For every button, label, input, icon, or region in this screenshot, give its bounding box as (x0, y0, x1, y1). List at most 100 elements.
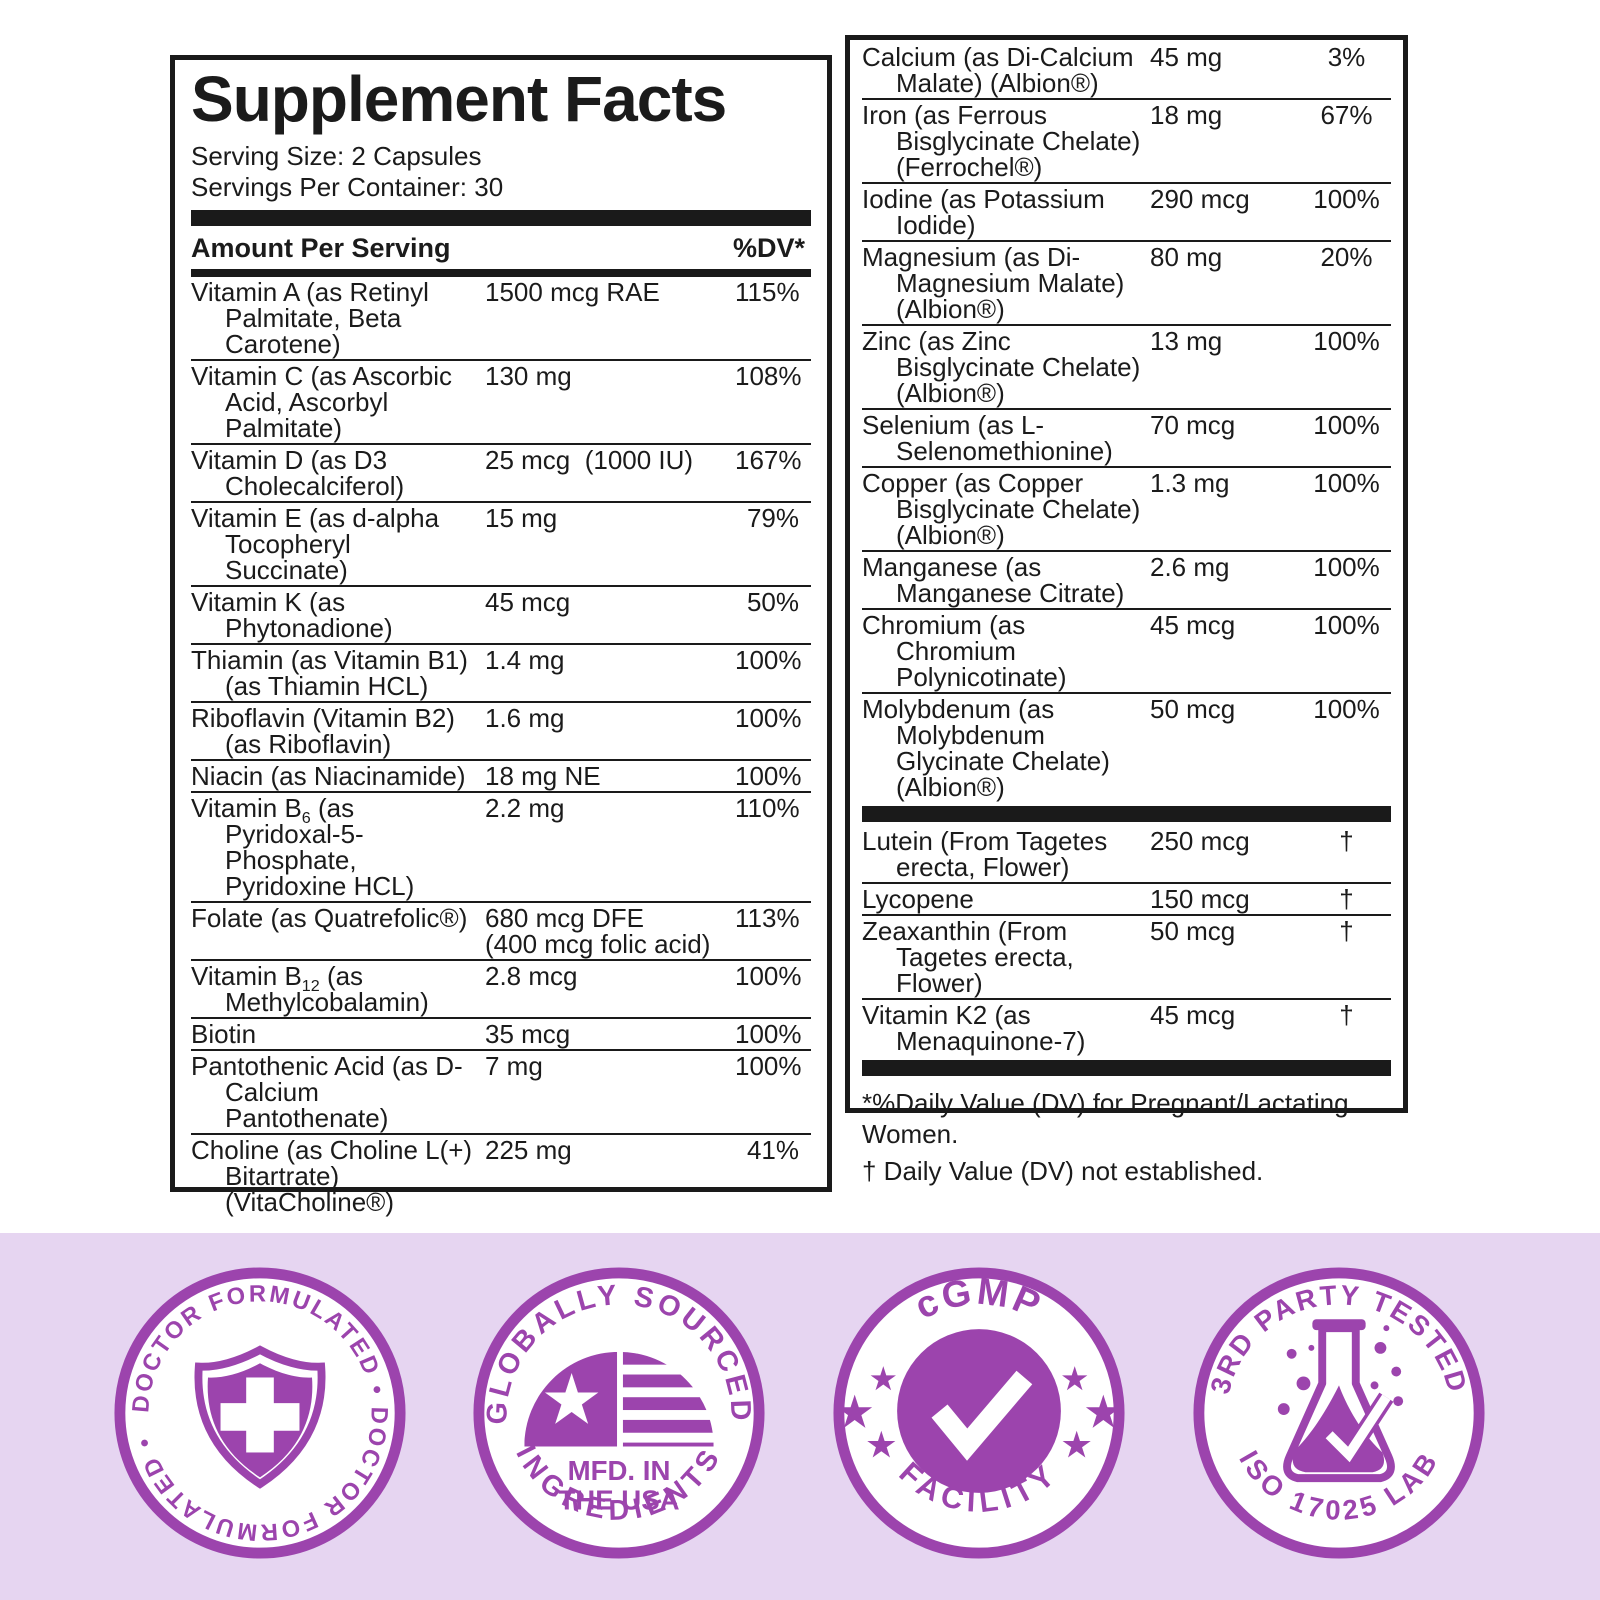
nutrient-dv: 110% (735, 793, 800, 824)
nutrient-row: Folate (as Quatrefolic®) 680 mcg DFE (400 … (191, 901, 811, 959)
nutrient-dv: 100% (1313, 468, 1380, 498)
nutrient-row: Lycopene 150 mcg † (862, 882, 1391, 914)
nutrient-name: Folate (as Quatrefolic®) (191, 903, 468, 934)
nutrient-name: Lutein (From Tagetes erecta, Flower) (862, 826, 1108, 882)
nutrient-dv: † (1339, 884, 1354, 914)
nutrient-name: Lycopene (862, 884, 974, 914)
nutrient-name: Vitamin B6 (as Pyridoxal-5- Phosphate, Pyri… (191, 793, 415, 902)
nutrient-name: Pantothenic Acid (as D- Calcium Pantothena… (191, 1051, 463, 1134)
badge-third-party-tested: 3RD PARTY TESTED ISO 17025 LAB (1193, 1267, 1485, 1559)
nutrient-row: Copper (as Copper Bisglycinate Chelate) (A… (862, 466, 1391, 550)
footnote-dagger: † Daily Value (DV) not established. (862, 1156, 1264, 1186)
nutrient-name: Thiamin (as Vitamin B1) (as Thiamin HCL) (191, 645, 468, 702)
nutrient-amount: 250 mcg (1150, 826, 1250, 856)
nutrient-name: Niacin (as Niacinamide) (191, 761, 466, 792)
nutrient-row: Vitamin K (as Phytonadione) 45 mcg 50% (191, 585, 811, 643)
nutrient-dv: 100% (735, 961, 802, 992)
nutrient-name: Selenium (as L- Selenomethionine) (862, 410, 1113, 466)
nutrient-row: Vitamin E (as d-alpha Tocopheryl Succinate… (191, 501, 811, 585)
nutrient-amount: 1.4 mg (485, 645, 565, 676)
nutrient-dv: 100% (1313, 410, 1380, 440)
nutrient-amount: 680 mcg DFE (400 mcg folic acid) (485, 903, 711, 960)
nutrient-name: Magnesium (as Di- Magnesium Malate) (Albio… (862, 242, 1125, 324)
badge-doctor-formulated: DOCTOR FORMULATED • DOCTOR FORMULATED • (114, 1267, 406, 1559)
nutrient-row: Vitamin C (as Ascorbic Acid, Ascorbyl Palm… (191, 359, 811, 443)
nutrient-dv: 100% (1313, 610, 1380, 640)
badge-band: DOCTOR FORMULATED • DOCTOR FORMULATED • … (0, 1233, 1600, 1600)
nutrient-row: Riboflavin (Vitamin B2) (as Riboflavin) 1.… (191, 701, 811, 759)
nutrient-amount: 18 mg (1150, 100, 1223, 130)
badge-globally-sourced: GLOBALLY SOURCED INGREDIENTS MFD. IN THE… (473, 1267, 765, 1559)
nutrient-row: Vitamin A (as Retinyl Palmitate, Beta Caro… (191, 277, 811, 359)
nutrient-amount: 45 mcg (1150, 610, 1236, 640)
nutrient-name: Vitamin B12 (as Methylcobalamin) (191, 961, 429, 1018)
nutrient-name: Chromium (as Chromium Polynicotinate) (862, 610, 1067, 692)
nutrient-name: Molybdenum (as Molybdenum Glycinate Chelat… (862, 694, 1110, 802)
shield-cross-icon (194, 1345, 326, 1489)
nutrient-amount: 2.6 mg (1150, 552, 1230, 582)
nutrient-dv: 100% (735, 645, 802, 676)
divider-bar-thick (862, 806, 1391, 822)
nutrient-name: Iodine (as Potassium Iodide) (862, 184, 1105, 240)
nutrient-amount: 45 mcg (485, 587, 571, 618)
nutrient-name: Iron (as Ferrous Bisglycinate Chelate) (Fe… (862, 100, 1141, 182)
nutrient-row: Vitamin B6 (as Pyridoxal-5- Phosphate, Pyri… (191, 791, 811, 901)
nutrient-amount: 45 mcg (1150, 1000, 1236, 1030)
nutrient-dv: 100% (1313, 184, 1380, 214)
nutrient-amount: 1.3 mg (1150, 468, 1230, 498)
nutrient-dv: 167% (735, 445, 802, 476)
nutrient-name: Vitamin C (as Ascorbic Acid, Ascorbyl Palm… (191, 361, 453, 444)
amount-per-serving-label: Amount Per Serving (191, 233, 451, 264)
dv-label: %DV* (732, 233, 805, 264)
nutrient-row: Niacin (as Niacinamide) 18 mg NE 100% (191, 759, 811, 791)
panel-title: Supplement Facts (191, 63, 727, 135)
nutrient-row: Choline (as Choline L(+) Bitartrate) (Vita… (191, 1133, 811, 1217)
nutrient-name: Zeaxanthin (From Tagetes erecta, Flower) (862, 916, 1074, 998)
vitamins-table: Vitamin A (as Retinyl Palmitate, Beta Caro… (191, 277, 811, 1217)
nutrient-name: Zinc (as Zinc Bisglycinate Chelate) (Albio… (862, 326, 1141, 408)
nutrient-amount: 50 mcg (1150, 694, 1236, 724)
nutrient-dv: 100% (735, 1051, 802, 1082)
nutrient-dv: 100% (1313, 326, 1380, 356)
nutrient-dv: † (1339, 1000, 1354, 1030)
nutrient-row: Iron (as Ferrous Bisglycinate Chelate) (Fe… (862, 98, 1391, 182)
the-usa-text: THE USA (558, 1485, 679, 1516)
check-circle-icon (897, 1329, 1061, 1493)
nutrient-amount: 50 mcg (1150, 916, 1236, 946)
nutrient-dv: 100% (735, 703, 802, 734)
serving-size: Serving Size: 2 Capsules (191, 141, 482, 172)
other-ingredients-table: Lutein (From Tagetes erecta, Flower) 250 m… (862, 826, 1391, 1056)
nutrient-dv: 3% (1327, 42, 1366, 72)
nutrient-name: Riboflavin (Vitamin B2) (as Riboflavin) (191, 703, 455, 760)
nutrient-amount: 290 mcg (1150, 184, 1250, 214)
divider-bar-medium (191, 269, 811, 278)
nutrient-name: Vitamin A (as Retinyl Palmitate, Beta Caro… (191, 277, 429, 360)
nutrient-name: Choline (as Choline L(+) Bitartrate) (Vita… (191, 1135, 473, 1218)
nutrient-row: Lutein (From Tagetes erecta, Flower) 250 m… (862, 826, 1391, 882)
nutrient-row: Biotin 35 mcg 100% (191, 1017, 811, 1049)
divider-bar-thick (862, 1060, 1391, 1076)
nutrient-amount: 150 mcg (1150, 884, 1250, 914)
nutrient-dv: † (1339, 826, 1354, 856)
nutrient-row: Vitamin B12 (as Methylcobalamin) 2.8 mcg 10… (191, 959, 811, 1017)
nutrient-dv: 113% (735, 903, 800, 934)
nutrient-amount: 225 mg (485, 1135, 572, 1166)
nutrient-dv: 67% (1320, 100, 1373, 130)
nutrient-row: Zinc (as Zinc Bisglycinate Chelate) (Albio… (862, 324, 1391, 408)
nutrient-dv: 100% (1313, 694, 1380, 724)
nutrient-amount: 2.2 mg (485, 793, 565, 824)
nutrient-amount: 15 mg (485, 503, 558, 534)
bubbles-icon (1277, 1325, 1404, 1415)
nutrient-amount: 80 mg (1150, 242, 1223, 272)
nutrient-dv: 115% (735, 277, 800, 308)
nutrient-row: Magnesium (as Di- Magnesium Malate) (Albio… (862, 240, 1391, 324)
nutrient-dv: 50% (746, 587, 799, 618)
nutrient-amount: 7 mg (485, 1051, 543, 1082)
nutrient-dv: 100% (735, 1019, 802, 1050)
nutrient-row: Iodine (as Potassium Iodide) 290 mcg 100% (862, 182, 1391, 240)
nutrient-dv: 100% (735, 761, 802, 792)
nutrient-name: Vitamin D (as D3 Cholecalciferol) (191, 445, 405, 502)
minerals-table: Calcium (as Di-Calcium Malate) (Albion®) 4… (862, 42, 1391, 802)
supplement-facts-panel-continued: Calcium (as Di-Calcium Malate) (Albion®) 4… (845, 35, 1408, 1186)
